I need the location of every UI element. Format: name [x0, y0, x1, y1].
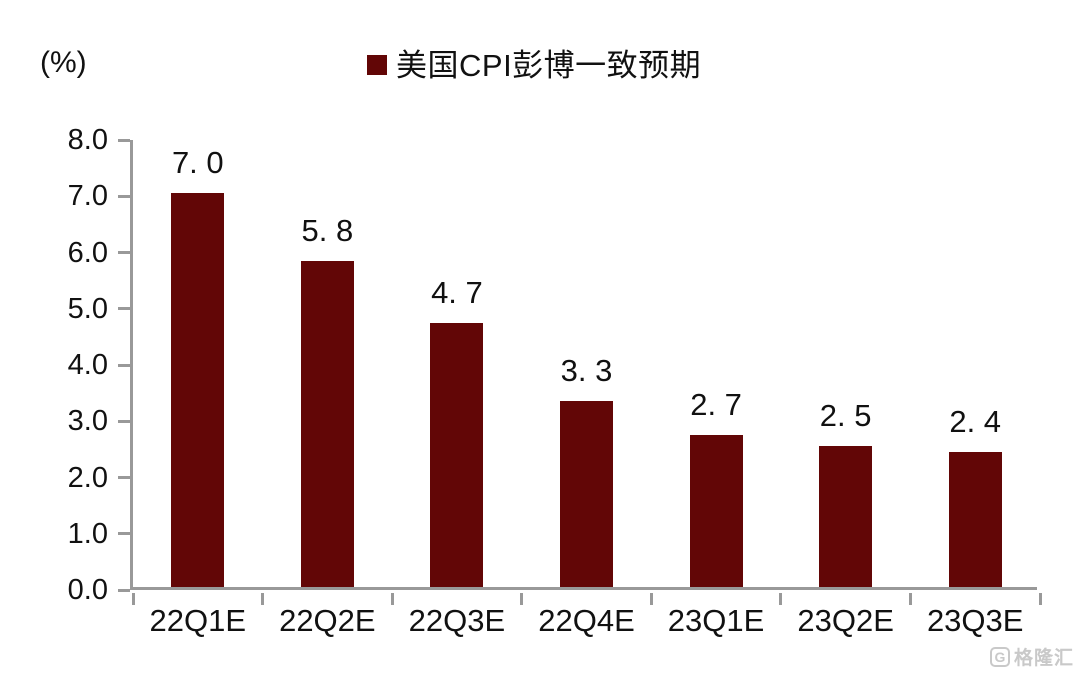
- bar-value-label: 5. 8: [301, 212, 354, 248]
- x-axis-tick: [908, 593, 912, 605]
- bar: [948, 452, 1002, 587]
- y-axis-tick-label: 2.0: [67, 461, 108, 494]
- x-axis-category-label: 22Q1E: [149, 603, 247, 638]
- x-axis-tick: [131, 593, 135, 605]
- x-axis-tick: [520, 593, 524, 605]
- bar: [171, 193, 225, 587]
- y-axis-tick-label: 6.0: [67, 236, 108, 269]
- bar-value-label: 2. 5: [819, 398, 872, 434]
- watermark: G 格隆汇: [989, 643, 1074, 670]
- legend-swatch-icon: [367, 54, 387, 75]
- y-axis-tick: [118, 419, 130, 423]
- y-axis-tick: [118, 138, 130, 142]
- x-axis-category-label: 22Q2E: [279, 603, 376, 638]
- y-axis-tick-label: 8.0: [67, 124, 108, 156]
- plot-area: 8.0 7.0 6.0 5.0 4.0 3.0 2.0 1.0 0.0 7. 0 22Q1E 5. 8…: [68, 125, 1042, 638]
- bar-value-label: 2. 7: [690, 387, 742, 423]
- bar-value-label: 3. 3: [560, 353, 613, 389]
- watermark-text: 格隆汇: [1013, 648, 1074, 669]
- x-axis-category-label: 23Q2E: [797, 603, 894, 638]
- bar: [560, 401, 613, 587]
- y-axis-unit-label: (%): [40, 46, 87, 79]
- y-axis-tick-label: 3.0: [67, 405, 108, 438]
- bar: [430, 322, 484, 587]
- x-axis-tick: [649, 593, 653, 605]
- y-axis-tick: [118, 307, 130, 311]
- x-axis-tick: [261, 593, 265, 605]
- y-axis-tick: [118, 194, 130, 198]
- bar-value-label: 4. 7: [431, 274, 483, 310]
- y-axis-tick: [118, 588, 130, 592]
- bar-value-label: 2. 4: [949, 404, 1002, 439]
- bar-value-label: 7. 0: [171, 145, 224, 181]
- y-axis-tick-label: 1.0: [67, 517, 108, 550]
- y-axis-tick: [118, 532, 130, 536]
- bar: [689, 435, 743, 587]
- x-axis-tick: [779, 593, 783, 605]
- legend: 美国CPI彭博一致预期: [367, 40, 701, 85]
- y-axis-tick: [118, 476, 130, 479]
- x-axis-category-label: 23Q1E: [667, 603, 765, 638]
- x-axis-category-label: 23Q3E: [926, 603, 1024, 638]
- bar: [819, 446, 873, 587]
- legend-label: 美国CPI彭博一致预期: [396, 48, 702, 83]
- y-axis-tick: [118, 363, 130, 367]
- gelonghui-logo-icon: G: [989, 646, 1010, 667]
- x-axis-tick: [390, 593, 394, 605]
- y-axis-tick-label: 5.0: [67, 292, 108, 325]
- y-axis-tick-label: 7.0: [67, 180, 108, 213]
- x-axis-tick: [1038, 593, 1042, 605]
- x-axis-category-label: 22Q3E: [408, 603, 506, 638]
- y-axis-tick-label: 4.0: [67, 349, 108, 381]
- x-axis-category-label: 22Q4E: [538, 603, 635, 638]
- bar: [300, 260, 354, 587]
- y-axis-tick-label: 0.0: [67, 574, 108, 606]
- y-axis-tick: [118, 251, 130, 254]
